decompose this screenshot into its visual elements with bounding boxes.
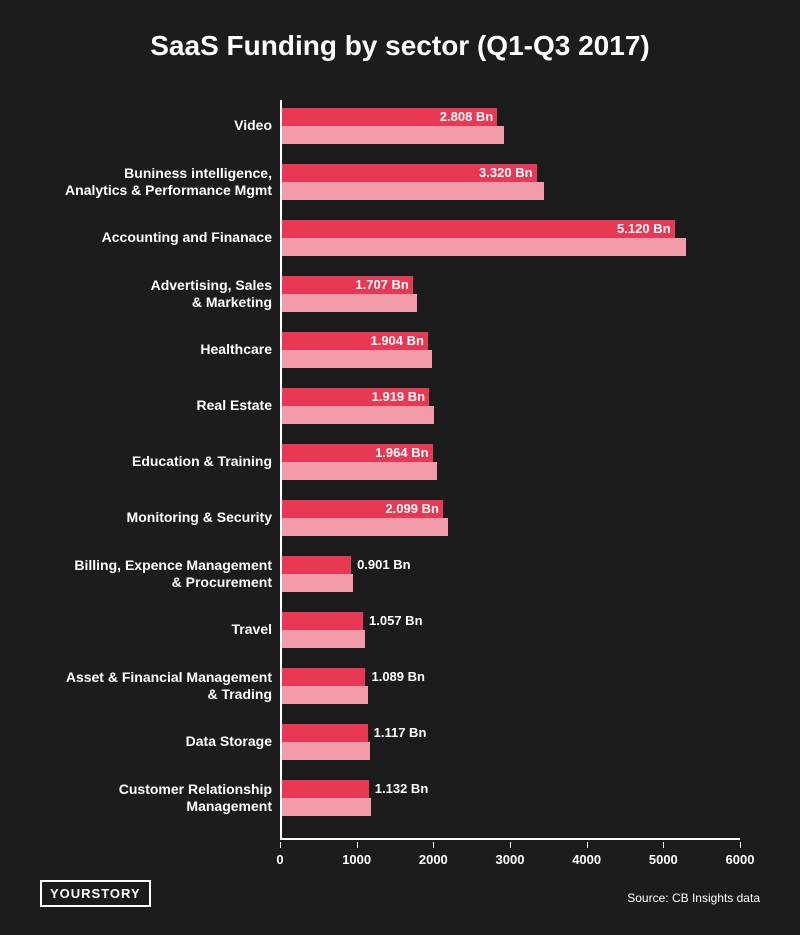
bar-value-label: 1.919 Bn (372, 389, 425, 404)
bar-value-label: 3.320 Bn (479, 165, 532, 180)
bar-secondary (282, 126, 504, 144)
x-tick-mark (740, 842, 741, 848)
category-label: Healthcare (12, 341, 272, 359)
category-label: Real Estate (12, 397, 272, 415)
x-tick-mark (357, 842, 358, 848)
category-label: Customer RelationshipManagement (12, 781, 272, 816)
bar-secondary (282, 518, 448, 536)
x-tick-label: 5000 (649, 852, 678, 867)
category-label: Buniness intelligence,Analytics & Perfor… (12, 165, 272, 200)
bar-primary (282, 556, 351, 574)
x-axis-line (280, 838, 740, 840)
bar-value-label: 1.132 Bn (375, 781, 428, 796)
x-tick-label: 3000 (496, 852, 525, 867)
x-tick-mark (510, 842, 511, 848)
bar-secondary (282, 686, 368, 704)
bar-value-label: 0.901 Bn (357, 557, 410, 572)
bar-secondary (282, 742, 370, 760)
chart-plot-area: 0100020003000400050006000 2.808 Bn3.320 … (280, 100, 740, 840)
brand-logo: YOURSTORY (40, 880, 151, 907)
x-tick-label: 1000 (342, 852, 371, 867)
bar-value-label: 1.117 Bn (374, 725, 427, 740)
x-tick-mark (663, 842, 664, 848)
bar-value-label: 5.120 Bn (617, 221, 670, 236)
bar-primary (282, 724, 368, 742)
bar-secondary (282, 294, 417, 312)
bar-secondary (282, 462, 437, 480)
bar-primary (282, 612, 363, 630)
bar-value-label: 1.707 Bn (355, 277, 408, 292)
category-label: Data Storage (12, 733, 272, 751)
x-tick-mark (280, 842, 281, 848)
x-tick-label: 6000 (726, 852, 755, 867)
chart-title: SaaS Funding by sector (Q1-Q3 2017) (0, 0, 800, 82)
category-label: Billing, Expence Management& Procurement (12, 557, 272, 592)
category-label: Asset & Financial Management& Trading (12, 669, 272, 704)
bar-primary (282, 668, 365, 686)
bar-value-label: 1.057 Bn (369, 613, 422, 628)
x-tick-label: 4000 (572, 852, 601, 867)
bar-primary (282, 220, 675, 238)
bar-value-label: 2.099 Bn (385, 501, 438, 516)
bar-value-label: 2.808 Bn (440, 109, 493, 124)
x-tick-label: 0 (276, 852, 283, 867)
bar-secondary (282, 630, 365, 648)
bar-secondary (282, 574, 353, 592)
bar-value-label: 1.089 Bn (371, 669, 424, 684)
source-attribution: Source: CB Insights data (627, 891, 760, 905)
category-label: Video (12, 117, 272, 135)
bar-secondary (282, 350, 432, 368)
x-tick-mark (433, 842, 434, 848)
category-label: Advertising, Sales& Marketing (12, 277, 272, 312)
bar-value-label: 1.964 Bn (375, 445, 428, 460)
bar-secondary (282, 238, 686, 256)
bar-secondary (282, 182, 544, 200)
category-label: Monitoring & Security (12, 509, 272, 527)
bar-secondary (282, 406, 434, 424)
bar-value-label: 1.904 Bn (370, 333, 423, 348)
bar-primary (282, 780, 369, 798)
category-label: Education & Training (12, 453, 272, 471)
category-label: Travel (12, 621, 272, 639)
x-tick-label: 2000 (419, 852, 448, 867)
bar-secondary (282, 798, 371, 816)
category-label: Accounting and Finanace (12, 229, 272, 247)
x-tick-mark (587, 842, 588, 848)
